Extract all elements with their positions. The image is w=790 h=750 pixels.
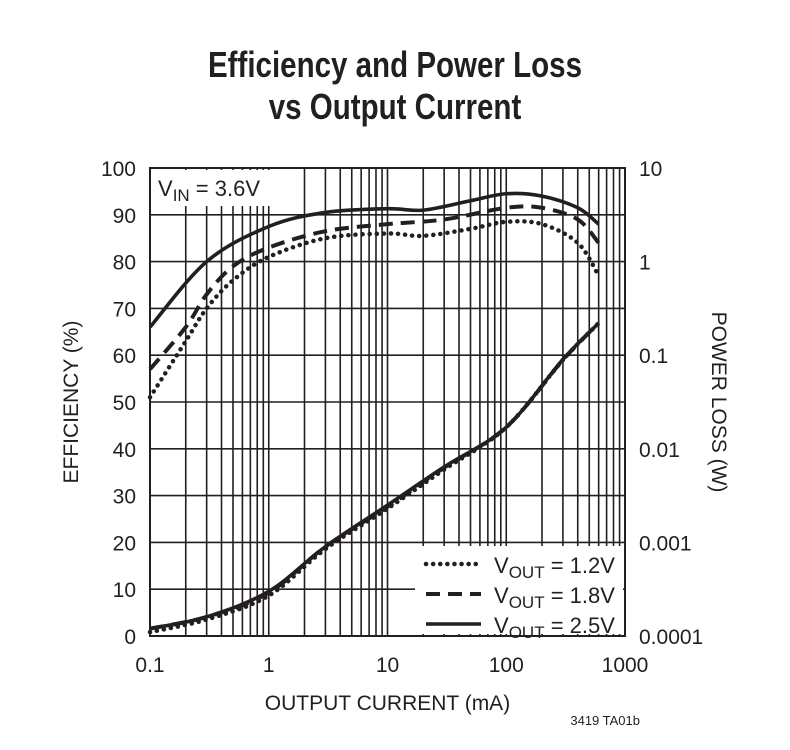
- y-tick-label: 10: [113, 579, 136, 602]
- x-tick-label: 1: [263, 654, 275, 677]
- y2-tick-label: 10: [639, 158, 662, 181]
- x-tick-label: 0.1: [135, 654, 164, 677]
- footnote: 3419 TA01b: [570, 713, 640, 728]
- y-tick-label: 40: [113, 439, 136, 462]
- y-tick-label: 20: [113, 532, 136, 555]
- y-tick-label: 50: [113, 392, 136, 415]
- legend-box: [415, 546, 623, 634]
- efficiency-curve-dotted: [147, 219, 601, 400]
- vin-annotation: VIN = 3.6V: [158, 176, 260, 205]
- y-axis-label: EFFICIENCY (%): [60, 321, 83, 484]
- power-loss-curve-solid: [149, 321, 600, 631]
- y-tick-label: 90: [113, 205, 136, 228]
- y2-tick-label: 0.001: [639, 532, 692, 555]
- x-axis-label: OUTPUT CURRENT (mA): [265, 692, 510, 715]
- x-tick-label: 10: [376, 654, 399, 677]
- chart-title-line-1: Efficiency and Power Loss: [207, 44, 583, 85]
- y2-tick-label: 1: [639, 252, 651, 275]
- y-tick-label: 70: [113, 298, 136, 321]
- y-tick-label: 0: [124, 626, 136, 649]
- x-tick-label: 100: [489, 654, 524, 677]
- y2-tick-label: 0.1: [639, 345, 668, 368]
- annotation-box: [152, 170, 270, 206]
- y2-axis-label: POWER LOSS (W): [707, 312, 730, 493]
- efficiency-curve-solid: [148, 191, 600, 329]
- legend-label: VOUT = 2.5V: [494, 613, 615, 642]
- x-tick-label: 1000: [602, 654, 649, 677]
- y-tick-label: 80: [113, 252, 136, 275]
- y2-tick-label: 0.01: [639, 439, 680, 462]
- y2-tick-label: 0.0001: [639, 626, 703, 649]
- plot-frame: [149, 167, 626, 637]
- y-tick-label: 100: [101, 158, 136, 181]
- y-tick-label: 60: [113, 345, 136, 368]
- legend-label: VOUT = 1.8V: [494, 583, 615, 612]
- efficiency-curve-dashed: [148, 204, 601, 371]
- legend-label: VOUT = 1.2V: [494, 553, 615, 582]
- chart-title-line-2: vs Output Current: [268, 86, 522, 127]
- y-tick-label: 30: [113, 486, 136, 509]
